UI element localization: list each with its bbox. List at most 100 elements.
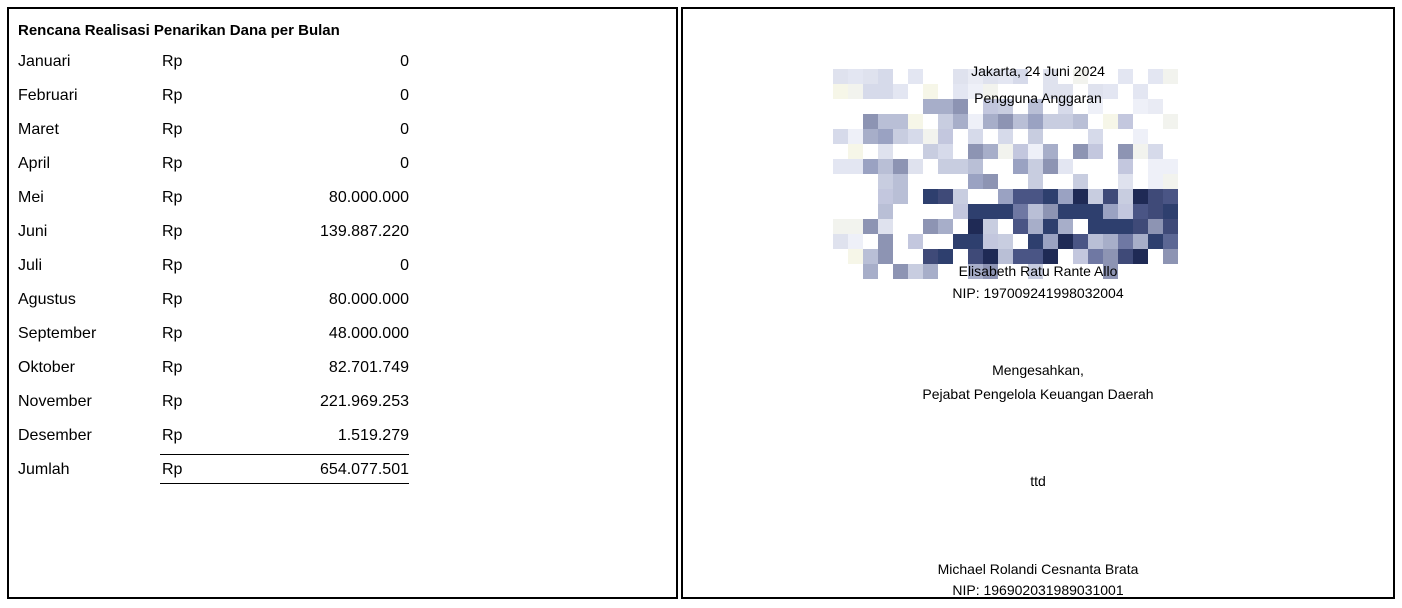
signature-pixel — [908, 129, 923, 144]
signature-pixel — [1163, 114, 1178, 129]
signature-pixel — [1118, 234, 1133, 249]
signature-pixel — [983, 219, 998, 234]
signature-pixel — [938, 189, 953, 204]
signature-pixel — [863, 249, 878, 264]
currency-label: Rp — [162, 359, 183, 376]
signature-pixel — [938, 249, 953, 264]
currency-label: Rp — [162, 189, 183, 206]
signature-pixel — [878, 114, 893, 129]
month-row: Oktober Rp 82.701.749 — [9, 359, 429, 393]
signature-pixel — [878, 144, 893, 159]
signature-pixel — [1163, 174, 1178, 189]
signature-pixel — [1148, 174, 1163, 189]
signature-pixel — [1118, 249, 1133, 264]
signature-pixel — [863, 159, 878, 174]
signature-pixel — [1028, 249, 1043, 264]
user-nip: NIP: 197009241998032004 — [952, 285, 1124, 301]
signature-pixel — [998, 99, 1013, 114]
month-row: April Rp 0 — [9, 155, 429, 189]
plan-title: Rencana Realisasi Penarikan Dana per Bul… — [18, 22, 340, 39]
approval-panel: Jakarta, 24 Juni 2024 Pengguna Anggaran … — [681, 7, 1395, 599]
total-amount: 654.077.501 — [320, 461, 409, 478]
signature-pixel — [1043, 69, 1058, 84]
signature-pixel — [848, 234, 863, 249]
signature-pixel — [983, 174, 998, 189]
signature-pixel — [1073, 204, 1088, 219]
month-amount: 82.701.749 — [328, 359, 409, 376]
signature-pixel — [1118, 144, 1133, 159]
signature-pixel — [998, 234, 1013, 249]
signature-pixel — [893, 189, 908, 204]
signature-pixel — [1043, 204, 1058, 219]
month-name: Oktober — [18, 359, 75, 376]
signature-pixel — [953, 69, 968, 84]
month-name: Juli — [18, 257, 43, 274]
currency-label: Rp — [162, 461, 183, 478]
month-row: Mei Rp 80.000.000 — [9, 189, 429, 223]
signature-pixel — [923, 84, 938, 99]
signature-pixel — [1013, 69, 1028, 84]
signature-pixel — [1028, 204, 1043, 219]
signature-pixel — [1058, 84, 1073, 99]
month-amount: 0 — [400, 53, 409, 70]
signature-pixel — [863, 84, 878, 99]
month-name: Juni — [18, 223, 48, 240]
endorse-label: Mengesahkan, — [992, 362, 1084, 378]
signature-pixel — [833, 234, 848, 249]
signature-pixel — [1163, 204, 1178, 219]
signature-pixel — [848, 219, 863, 234]
signature-pixel — [1058, 204, 1073, 219]
signature-pixel — [923, 249, 938, 264]
signature-pixel — [1148, 204, 1163, 219]
signature-pixel — [1133, 144, 1148, 159]
signature-pixel — [833, 219, 848, 234]
month-amount: 0 — [400, 121, 409, 138]
signature-pixel — [1088, 129, 1103, 144]
month-amount: 1.519.279 — [337, 427, 409, 444]
signature-pixel — [983, 144, 998, 159]
signature-pixel — [1088, 234, 1103, 249]
signature-pixel — [1148, 189, 1163, 204]
signature-pixel — [1148, 159, 1163, 174]
signature-pixel — [908, 114, 923, 129]
month-amount: 0 — [400, 257, 409, 274]
pixelated-signature-graphic — [833, 69, 1178, 279]
signature-pixel — [1088, 204, 1103, 219]
signature-pixel — [938, 99, 953, 114]
month-amount: 0 — [400, 155, 409, 172]
signature-pixel — [1013, 159, 1028, 174]
user-name: Elisabeth Ratu Rante Allo — [958, 263, 1118, 279]
signature-pixel — [1103, 189, 1118, 204]
signature-pixel — [968, 219, 983, 234]
signature-pixel — [878, 189, 893, 204]
signature-pixel — [833, 159, 848, 174]
signature-ink-pixel — [1028, 234, 1043, 249]
signature-pixel — [1043, 189, 1058, 204]
signature-pixel — [1088, 189, 1103, 204]
signature-pixel — [908, 264, 923, 279]
month-amount: 0 — [400, 87, 409, 104]
signature-pixel — [938, 159, 953, 174]
signature-pixel — [1073, 174, 1088, 189]
signature-pixel — [998, 114, 1013, 129]
signature-ink-pixel — [1148, 234, 1163, 249]
month-row: Maret Rp 0 — [9, 121, 429, 155]
month-row: November Rp 221.969.253 — [9, 393, 429, 427]
signature-pixel — [1028, 159, 1043, 174]
month-row: Juni Rp 139.887.220 — [9, 223, 429, 257]
signature-pixel — [1058, 99, 1073, 114]
month-name: Agustus — [18, 291, 76, 308]
signature-pixel — [878, 249, 893, 264]
endorser-name: Michael Rolandi Cesnanta Brata — [937, 561, 1139, 577]
signature-pixel — [1013, 189, 1028, 204]
signature-pixel — [893, 84, 908, 99]
signature-pixel — [848, 84, 863, 99]
signature-pixel — [908, 69, 923, 84]
signature-pixel — [878, 174, 893, 189]
signature-pixel — [1058, 234, 1073, 249]
signature-pixel — [1013, 114, 1028, 129]
signature-pixel — [833, 69, 848, 84]
signature-pixel — [1028, 114, 1043, 129]
signature-pixel — [1148, 99, 1163, 114]
signature-pixel — [1103, 204, 1118, 219]
